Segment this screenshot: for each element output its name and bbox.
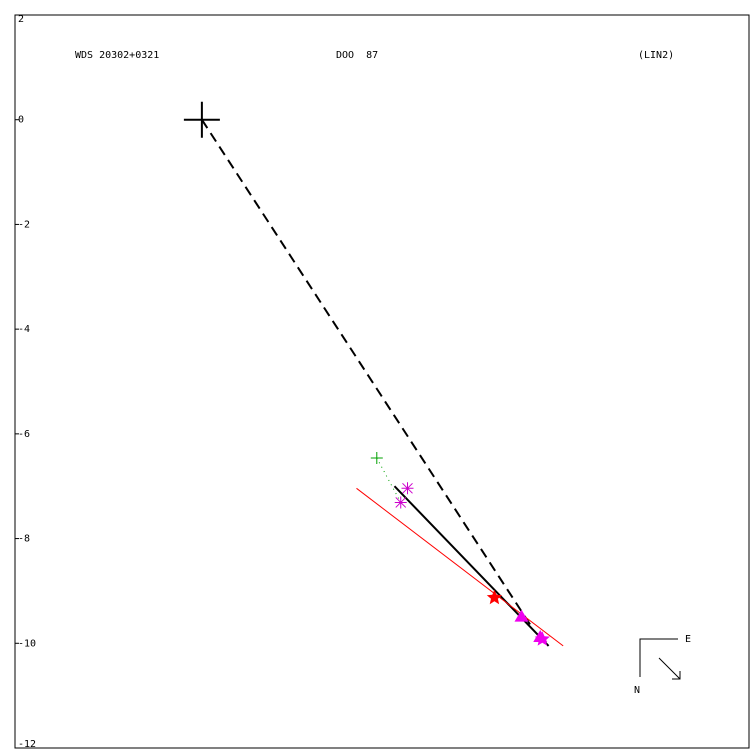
line-segment	[376, 457, 402, 503]
line-segment	[201, 119, 532, 626]
compass-north: N	[634, 685, 640, 696]
line-segment	[393, 485, 550, 647]
y-tick-label: -4	[18, 324, 30, 335]
y-tick-label: 0	[18, 115, 24, 126]
y-tick-label: -6	[18, 429, 30, 440]
primary-marker	[183, 101, 220, 138]
asterisk-marker	[394, 496, 407, 509]
y-tick-label: -10	[18, 638, 36, 649]
triangle-marker	[514, 609, 529, 622]
asterisk-marker	[401, 482, 414, 495]
star-marker	[534, 631, 550, 646]
y-tick-label: 2	[18, 14, 24, 25]
y-tick-label: -2	[18, 219, 30, 230]
plot-frame	[14, 14, 750, 749]
compass: E N	[634, 634, 691, 696]
y-tick-label: -12	[18, 739, 36, 750]
y-tick-label: -8	[18, 534, 30, 545]
compass-axes	[639, 638, 678, 677]
compass-arrow	[658, 657, 681, 680]
star-marker	[486, 589, 503, 605]
line-segment	[356, 487, 564, 647]
compass-arrowhead	[672, 671, 681, 680]
chart-title: WDS 20302+0321	[75, 50, 159, 61]
compass-east: E	[685, 634, 691, 645]
plus-marker	[370, 451, 383, 464]
reference-label: (LIN2)	[638, 50, 674, 61]
chart-subtitle: DOO 87	[336, 50, 378, 61]
